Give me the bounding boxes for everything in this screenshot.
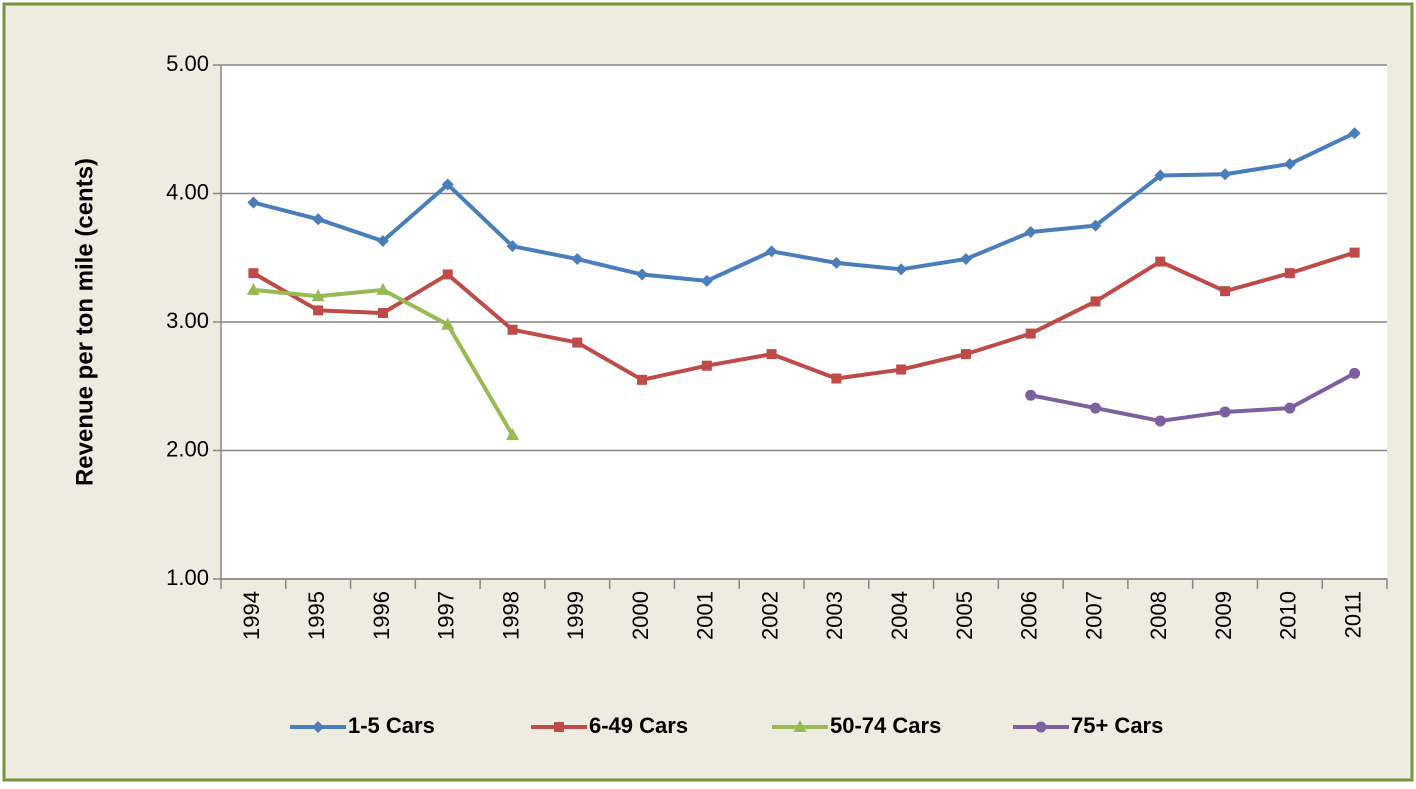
marker <box>554 722 564 732</box>
marker <box>1024 226 1037 239</box>
x-tick-label: 2008 <box>1146 591 1171 640</box>
marker <box>700 274 713 287</box>
series-line <box>1030 371 1356 423</box>
marker <box>1155 256 1166 267</box>
marker <box>765 245 778 258</box>
marker <box>1349 247 1360 258</box>
x-tick-label: 1995 <box>304 591 329 640</box>
marker <box>1348 127 1361 140</box>
marker <box>246 282 260 295</box>
marker <box>793 720 807 732</box>
x-tick-label: 2011 <box>1340 591 1365 638</box>
marker <box>247 196 260 209</box>
x-tick-label: 2005 <box>952 591 977 640</box>
marker <box>312 213 325 226</box>
marker <box>442 269 453 280</box>
x-tick-label: 2004 <box>887 591 912 640</box>
legend-label: 1-5 Cars <box>348 713 435 738</box>
x-tick-label: 1999 <box>563 591 588 640</box>
marker <box>441 317 455 330</box>
marker <box>376 235 389 248</box>
marker <box>1154 415 1166 427</box>
y-tick-label: 5.00 <box>166 51 209 76</box>
x-tick-label: 2010 <box>1276 591 1301 640</box>
marker <box>701 360 712 371</box>
marker <box>377 308 388 319</box>
x-tick-label: 2007 <box>1081 591 1106 640</box>
marker <box>1025 328 1036 339</box>
marker <box>506 240 519 253</box>
marker <box>1284 268 1295 279</box>
x-tick-label: 1994 <box>239 591 264 640</box>
marker <box>441 178 454 191</box>
marker <box>1035 721 1047 733</box>
x-tick-label: 2000 <box>628 591 653 640</box>
marker <box>571 253 584 266</box>
y-tick-label: 1.00 <box>166 565 209 590</box>
marker <box>636 268 649 281</box>
marker <box>1220 286 1231 297</box>
marker <box>959 253 972 266</box>
y-axis-title: Revenue per ton mile (cents) <box>71 158 98 486</box>
x-tick-label: 1996 <box>369 591 394 640</box>
marker <box>248 268 259 279</box>
marker <box>766 349 777 360</box>
marker <box>313 305 324 316</box>
x-tick-label: 2003 <box>822 591 847 640</box>
marker <box>896 364 907 375</box>
marker <box>1219 168 1232 181</box>
marker <box>1089 219 1102 232</box>
marker <box>311 289 325 302</box>
marker <box>1090 402 1101 414</box>
legend-label: 6-49 Cars <box>589 713 688 738</box>
marker <box>1284 402 1296 414</box>
marker <box>831 373 842 384</box>
marker <box>572 337 583 348</box>
x-tick-label: 1998 <box>498 591 523 640</box>
y-tick-label: 4.00 <box>166 179 209 204</box>
marker <box>960 349 971 360</box>
marker <box>637 374 648 385</box>
marker <box>506 428 519 441</box>
marker <box>895 263 908 276</box>
x-tick-label: 2009 <box>1211 591 1236 640</box>
y-tick-label: 3.00 <box>166 308 209 333</box>
marker <box>1154 169 1167 182</box>
marker <box>1349 367 1361 379</box>
marker <box>1283 157 1296 170</box>
legend-label: 75+ Cars <box>1071 713 1163 738</box>
marker <box>830 256 843 269</box>
x-tick-label: 1997 <box>434 591 459 640</box>
marker <box>376 282 390 295</box>
marker <box>1025 389 1037 401</box>
series-line <box>252 250 1356 382</box>
marker <box>1090 296 1101 307</box>
marker <box>507 324 518 335</box>
y-tick-label: 2.00 <box>166 436 209 461</box>
marker <box>1219 406 1231 418</box>
x-tick-label: 2002 <box>757 591 782 640</box>
series-line <box>252 131 1356 283</box>
x-tick-label: 2001 <box>693 591 718 640</box>
legend-label: 50-74 Cars <box>830 713 941 738</box>
x-tick-label: 2006 <box>1017 591 1042 640</box>
marker <box>312 721 324 733</box>
